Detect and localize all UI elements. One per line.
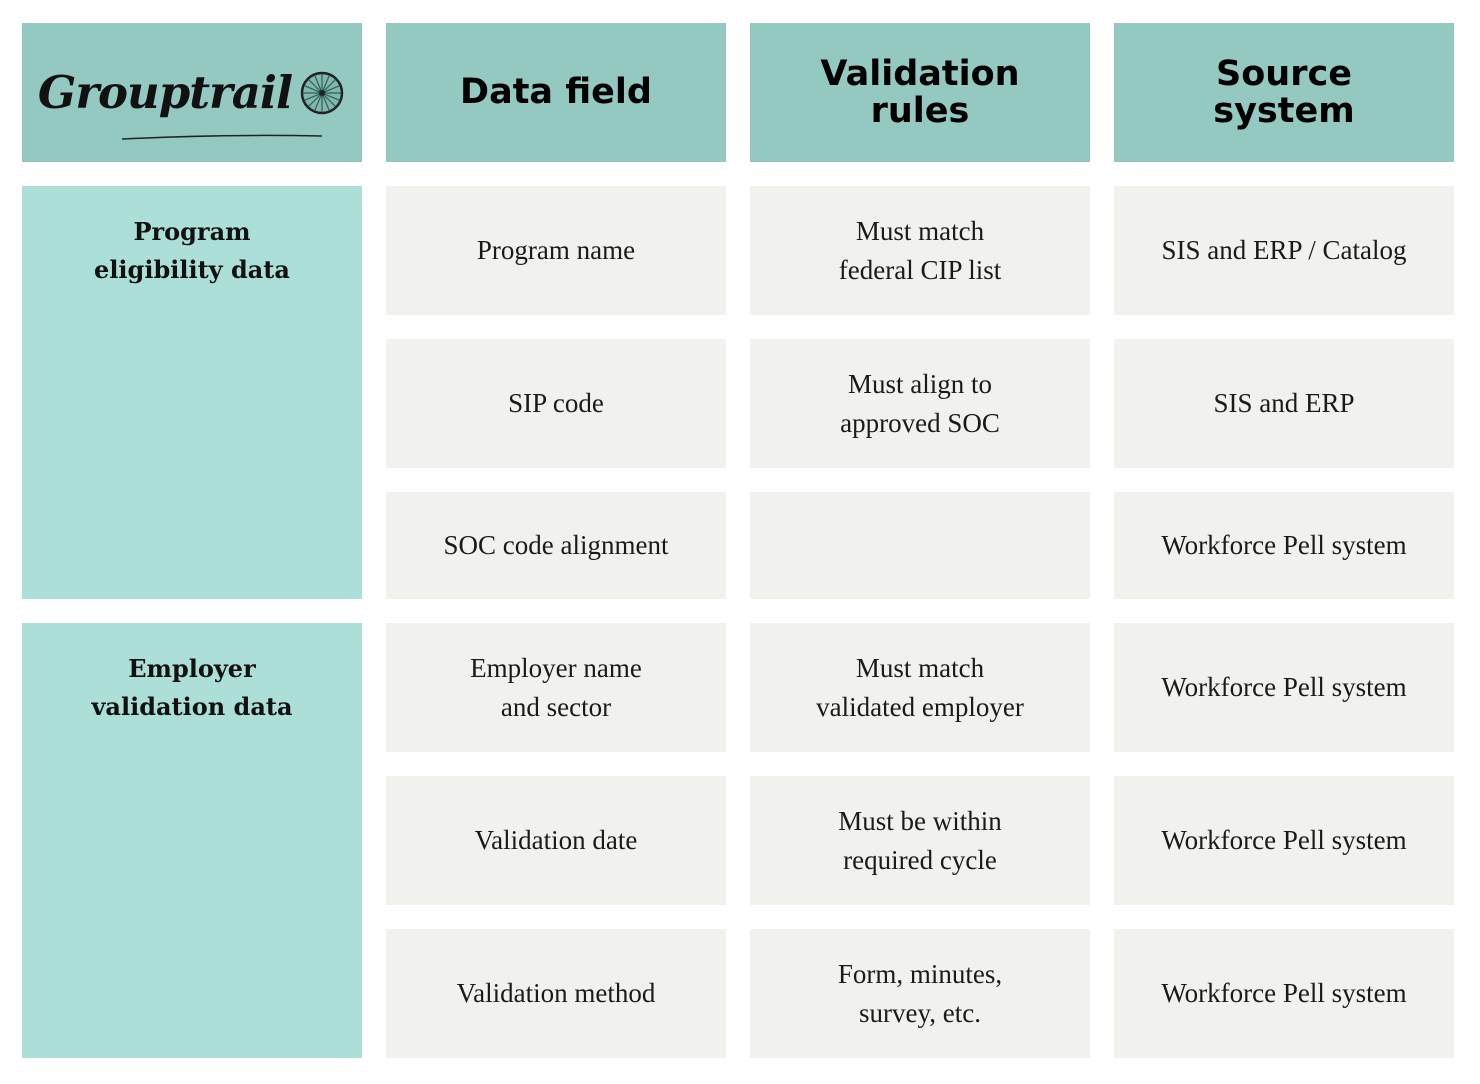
group-label: Employer validation data	[91, 654, 293, 721]
group-label: Program eligibility data	[94, 217, 290, 284]
table-cell-field: Validation date	[386, 776, 726, 905]
header-data-field-label: Data field	[460, 72, 652, 112]
cell-text: Must align to approved SOC	[840, 368, 1000, 438]
cell-text: Validation date	[474, 825, 638, 855]
cell-text: Form, minutes, survey, etc.	[837, 958, 1003, 1028]
table-cell-rule: Form, minutes, survey, etc.	[750, 929, 1090, 1058]
table-cell-source: Workforce Pell system	[1114, 623, 1454, 752]
group-employer-validation: Employer validation data	[22, 623, 362, 1058]
cell-text: SIP code	[508, 388, 604, 418]
table-cell-rule: Must align to approved SOC	[750, 339, 1090, 468]
table-cell-field: Validation method	[386, 929, 726, 1058]
cell-text: Must be within required cycle	[838, 805, 1002, 875]
cell-text: SOC code alignment	[443, 530, 669, 560]
logo-underline	[122, 134, 322, 140]
cell-text: Workforce Pell system	[1161, 530, 1407, 560]
group-program-eligibility: Program eligibility data	[22, 186, 362, 599]
cell-text: Workforce Pell system	[1161, 978, 1407, 1008]
cell-text: Must match federal CIP list	[838, 215, 1002, 285]
cell-text: Validation method	[456, 978, 656, 1008]
logo-header-cell: Grouptrail	[22, 23, 362, 162]
cell-text: Workforce Pell system	[1161, 672, 1407, 702]
table-cell-source: Workforce Pell system	[1114, 776, 1454, 905]
cell-text: Workforce Pell system	[1161, 825, 1407, 855]
header-data-field: Data field	[386, 23, 726, 162]
table-cell-rule	[750, 492, 1090, 599]
header-source-system-label: Source system	[1213, 53, 1355, 131]
table-cell-source: SIS and ERP / Catalog	[1114, 186, 1454, 315]
table-cell-field: SOC code alignment	[386, 492, 726, 599]
table-cell-field: Employer name and sector	[386, 623, 726, 752]
cell-text: Employer name and sector	[470, 652, 642, 722]
table-cell-field: Program name	[386, 186, 726, 315]
table-cell-source: Workforce Pell system	[1114, 492, 1454, 599]
table-cell-source: SIS and ERP	[1114, 339, 1454, 468]
table-cell-rule: Must match federal CIP list	[750, 186, 1090, 315]
cell-text: Program name	[476, 235, 636, 265]
cell-text: SIS and ERP	[1213, 388, 1355, 418]
wheel-icon	[300, 71, 344, 114]
table-cell-source: Workforce Pell system	[1114, 929, 1454, 1058]
header-source-system: Source system	[1114, 23, 1454, 162]
logo-wordmark: Grouptrail	[37, 66, 293, 119]
table-cell-field: SIP code	[386, 339, 726, 468]
cell-text: Must match validated employer	[816, 652, 1024, 722]
header-validation-rules: Validation rules	[750, 23, 1090, 162]
table-cell-rule: Must be within required cycle	[750, 776, 1090, 905]
cell-text: SIS and ERP / Catalog	[1161, 235, 1407, 265]
header-validation-rules-label: Validation rules	[820, 53, 1020, 131]
grouptrail-logo: Grouptrail	[38, 66, 346, 119]
table-cell-rule: Must match validated employer	[750, 623, 1090, 752]
